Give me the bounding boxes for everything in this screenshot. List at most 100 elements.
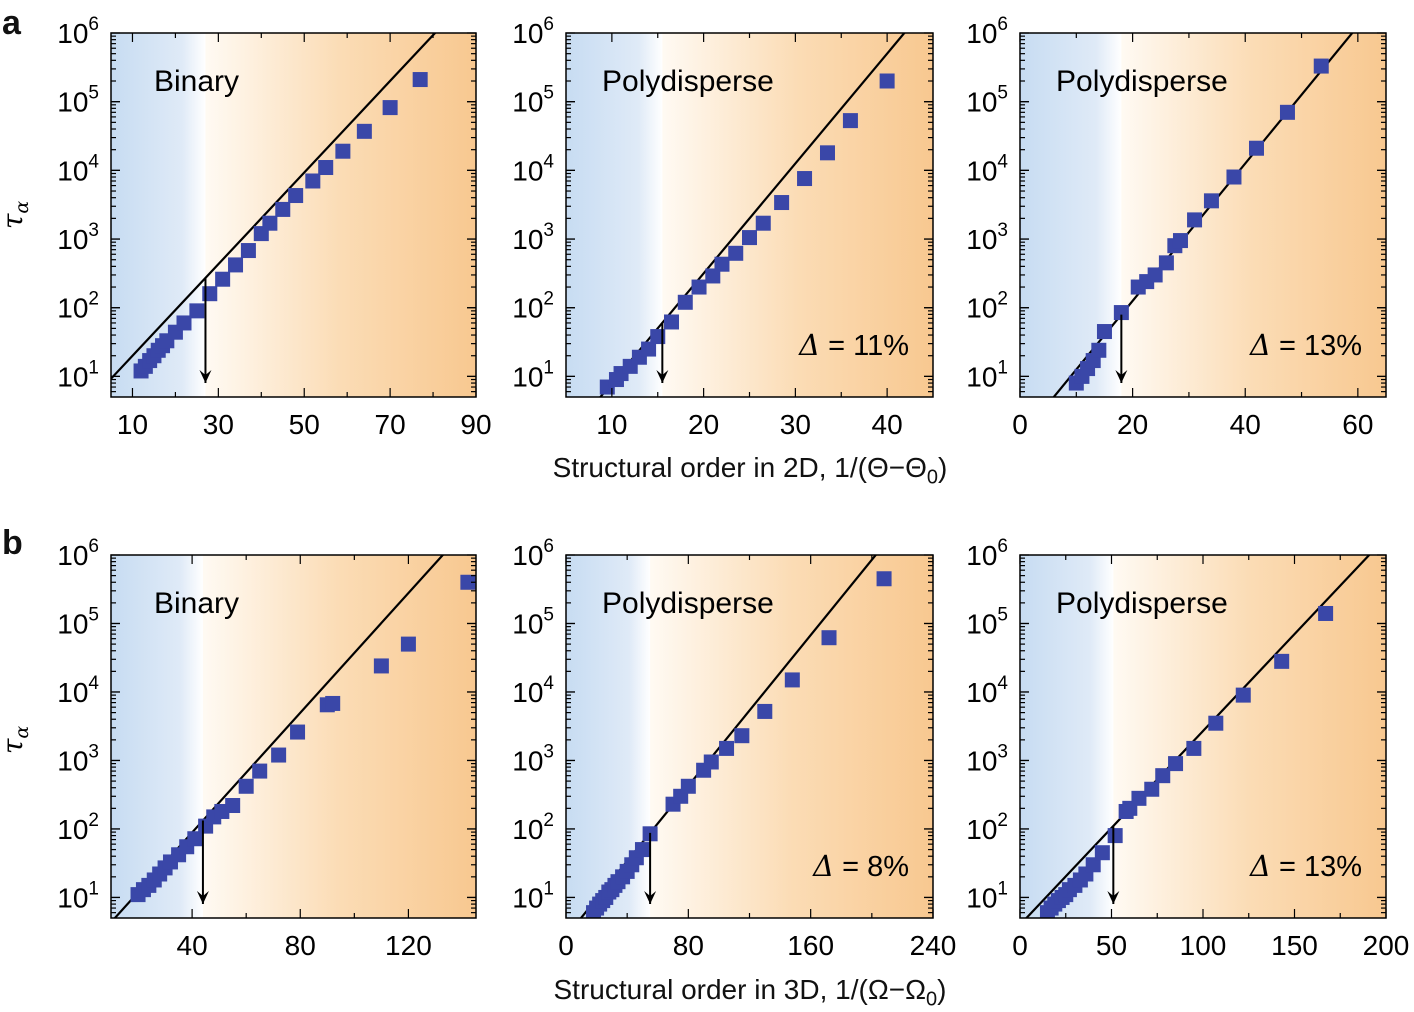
- y-tick-exponent: 2: [88, 810, 99, 831]
- y-tick-label: 101: [57, 357, 99, 392]
- y-tick-exponent: 4: [88, 151, 99, 172]
- data-point: [1318, 605, 1334, 621]
- y-tick-base: 10: [512, 677, 543, 708]
- orange-region: [662, 33, 933, 397]
- orange-region: [1113, 555, 1386, 918]
- y-tick-label: 105: [57, 83, 99, 118]
- data-point: [797, 171, 813, 187]
- x-tick-label: 30: [203, 409, 234, 440]
- data-point: [784, 672, 800, 688]
- y-tick-base: 10: [966, 882, 997, 913]
- y-tick-base: 10: [966, 745, 997, 776]
- y-tick-label: 101: [512, 878, 554, 913]
- x-tick-label: 50: [289, 409, 320, 440]
- panel-title: Polydisperse: [1056, 587, 1228, 620]
- xlabel-row-b-sub: 0: [926, 988, 938, 1011]
- data-point: [1226, 169, 1242, 185]
- xlabel-row-a: Structural order in 2D, 1/(Θ−Θ0): [470, 452, 1030, 490]
- y-tick-label: 105: [512, 83, 554, 118]
- y-tick-exponent: 6: [543, 14, 554, 35]
- xlabel-row-b: Structural order in 3D, 1/(Ω−Ω0): [470, 974, 1030, 1012]
- data-point: [1144, 781, 1160, 797]
- data-point: [288, 188, 304, 204]
- y-tick-label: 104: [966, 151, 1008, 186]
- y-tick-label: 104: [57, 151, 99, 186]
- delta-value: = 13%: [1271, 330, 1362, 362]
- data-point: [703, 754, 719, 770]
- plot-frame: [110, 32, 477, 398]
- data-point: [1186, 740, 1202, 756]
- y-tick-label: 106: [57, 14, 99, 49]
- x-tick-label: 120: [385, 930, 432, 961]
- data-point: [680, 778, 696, 794]
- x-tick-label: 240: [910, 930, 957, 961]
- panel-title: Binary: [154, 587, 239, 620]
- data-point: [1203, 193, 1219, 209]
- data-point: [842, 113, 858, 129]
- data-point: [879, 73, 895, 89]
- data-point: [705, 268, 721, 284]
- orange-region: [1121, 33, 1386, 397]
- y-tick-base: 10: [966, 18, 997, 49]
- y-tick-label: 101: [512, 357, 554, 392]
- y-tick-exponent: 5: [543, 604, 554, 625]
- y-tick-base: 10: [512, 814, 543, 845]
- y-tick-base: 10: [966, 293, 997, 324]
- data-point: [1248, 140, 1264, 156]
- y-tick-label: 103: [57, 741, 99, 776]
- delta-symbol: Δ: [1249, 328, 1271, 362]
- data-point: [373, 658, 389, 674]
- y-tick-exponent: 6: [88, 14, 99, 35]
- plot-frame: [1019, 32, 1387, 398]
- y-tick-base: 10: [512, 224, 543, 255]
- delta-annotation: Δ = 13%: [1249, 849, 1362, 883]
- data-point: [400, 636, 416, 652]
- x-tick-label: 90: [460, 409, 491, 440]
- data-point: [634, 842, 650, 858]
- y-tick-exponent: 1: [997, 357, 1008, 378]
- y-tick-exponent: 3: [543, 741, 554, 762]
- y-tick-exponent: 3: [88, 741, 99, 762]
- xlabel-row-b-close: ): [937, 974, 947, 1005]
- y-tick-exponent: 6: [88, 536, 99, 557]
- panel-label-b: b: [2, 524, 23, 562]
- y-tick-label: 101: [57, 878, 99, 913]
- y-tick-exponent: 3: [88, 220, 99, 241]
- y-tick-label: 106: [57, 536, 99, 571]
- y-tick-label: 105: [512, 604, 554, 639]
- y-tick-base: 10: [57, 155, 88, 186]
- data-point: [382, 100, 398, 116]
- y-tick-exponent: 1: [543, 357, 554, 378]
- x-tick-label: 20: [688, 409, 719, 440]
- xlabel-row-a-sub: 0: [926, 466, 939, 489]
- y-tick-exponent: 1: [88, 357, 99, 378]
- data-point: [1208, 715, 1224, 731]
- y-tick-exponent: 6: [997, 536, 1008, 557]
- data-point: [1107, 828, 1123, 844]
- y-tick-base: 10: [512, 745, 543, 776]
- data-point: [1096, 324, 1112, 340]
- x-tick-label: 200: [1363, 930, 1410, 961]
- x-tick-label: 0: [1012, 930, 1028, 961]
- y-tick-exponent: 5: [997, 604, 1008, 625]
- y-axis-label-row-a: τα: [0, 201, 33, 230]
- ylabel-tau: τ: [0, 213, 29, 229]
- x-tick-label: 0: [1012, 409, 1028, 440]
- y-tick-base: 10: [512, 18, 543, 49]
- data-point: [225, 798, 241, 814]
- y-tick-base: 10: [57, 608, 88, 639]
- data-point: [325, 695, 341, 711]
- data-point: [1094, 845, 1110, 861]
- xlabel-row-a-close: ): [938, 452, 948, 483]
- y-tick-base: 10: [512, 87, 543, 118]
- y-tick-label: 103: [966, 220, 1008, 255]
- data-point: [1091, 342, 1107, 358]
- plot-frame: [110, 554, 477, 919]
- data-point: [691, 279, 707, 295]
- data-point: [1113, 305, 1129, 321]
- x-tick-label: 100: [1180, 930, 1227, 961]
- data-point: [271, 747, 287, 763]
